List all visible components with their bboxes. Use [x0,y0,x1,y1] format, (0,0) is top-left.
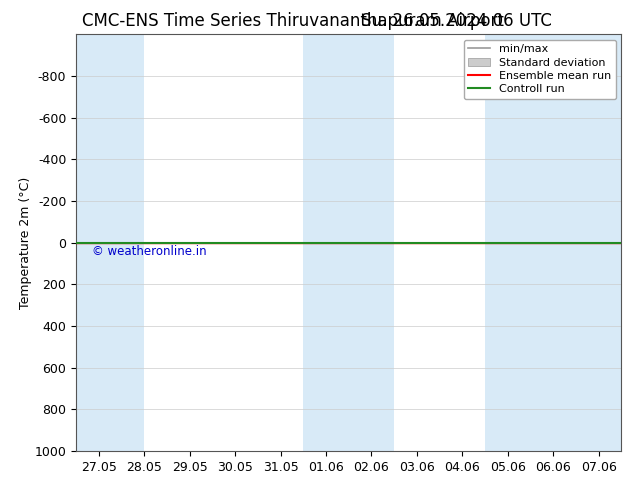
Legend: min/max, Standard deviation, Ensemble mean run, Controll run: min/max, Standard deviation, Ensemble me… [463,40,616,99]
Bar [485,34,621,451]
Bar [76,34,144,451]
Bar [303,34,394,451]
Text: CMC-ENS Time Series Thiruvananthapuram Airport: CMC-ENS Time Series Thiruvananthapuram A… [82,12,504,30]
Text: Su. 26.05.2024 06 UTC: Su. 26.05.2024 06 UTC [361,12,552,30]
Y-axis label: Temperature 2m (°C): Temperature 2m (°C) [19,176,32,309]
Text: © weatheronline.in: © weatheronline.in [93,245,207,258]
